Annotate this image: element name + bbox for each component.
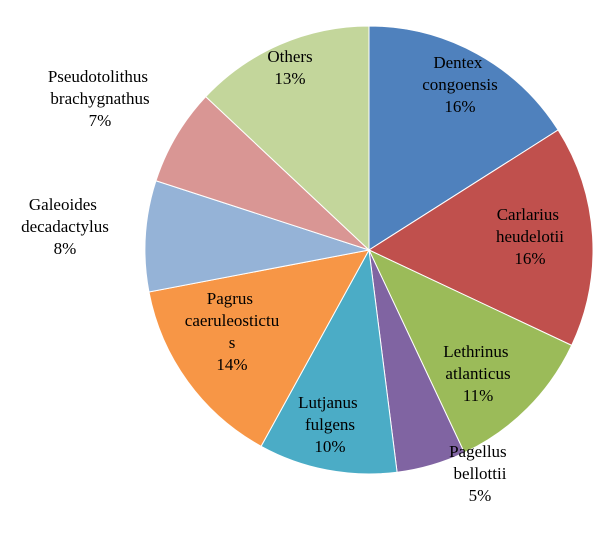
value-label: 5% bbox=[469, 486, 492, 505]
label-line: Pagellus bbox=[449, 442, 511, 461]
label-line: Lutjanus bbox=[298, 393, 362, 412]
label-line: s bbox=[229, 333, 236, 352]
slice-label: Galeoides decadactylus bbox=[21, 195, 109, 236]
slice-label: Carlarius heudelotii bbox=[496, 205, 564, 246]
value-label: 10% bbox=[314, 437, 345, 456]
pie-slice bbox=[260, 248, 398, 475]
slice-label: Dentex congoensis bbox=[422, 53, 498, 94]
label-line: bellottii bbox=[454, 464, 507, 483]
slice-label: Lethrinus atlanticus bbox=[443, 342, 512, 383]
value-label: 13% bbox=[274, 69, 305, 88]
label-line: Pagrus bbox=[207, 289, 258, 308]
slice-label: Others bbox=[267, 47, 312, 66]
value-label: 11% bbox=[463, 386, 494, 405]
label-line: congoensis bbox=[422, 75, 498, 94]
pie-slice bbox=[368, 25, 559, 251]
value-label: 14% bbox=[216, 355, 247, 374]
value-label: 7% bbox=[89, 111, 112, 130]
value-label: 16% bbox=[444, 97, 475, 116]
pie-slice bbox=[148, 249, 370, 447]
label-line: Lethrinus bbox=[443, 342, 512, 361]
slice-label: Pagrus caeruleostictu s bbox=[185, 289, 280, 352]
pie-slice bbox=[144, 180, 370, 293]
label-line: caeruleostictu bbox=[185, 311, 280, 330]
pie-slice bbox=[205, 25, 370, 252]
label-line: Pseudotolithus bbox=[48, 67, 152, 86]
label-line: atlanticus bbox=[445, 364, 510, 383]
label-line: heudelotii bbox=[496, 227, 564, 246]
value-label: 8% bbox=[54, 239, 77, 258]
label-line: Dentex bbox=[433, 53, 486, 72]
value-label: 16% bbox=[514, 249, 545, 268]
label-line: fulgens bbox=[305, 415, 355, 434]
slice-label: Pagellus bellottii bbox=[449, 442, 511, 483]
label-line: Galeoides bbox=[29, 195, 101, 214]
slice-label: Lutjanus fulgens bbox=[298, 393, 362, 434]
slice-label: Pseudotolithus brachygnathus bbox=[48, 67, 152, 108]
pie-slice bbox=[367, 248, 573, 454]
pie-slice bbox=[367, 129, 594, 347]
label-line: brachygnathus bbox=[50, 89, 149, 108]
label-line: decadactylus bbox=[21, 217, 109, 236]
label-line: Others bbox=[267, 47, 312, 66]
label-line: Carlarius bbox=[497, 205, 564, 224]
